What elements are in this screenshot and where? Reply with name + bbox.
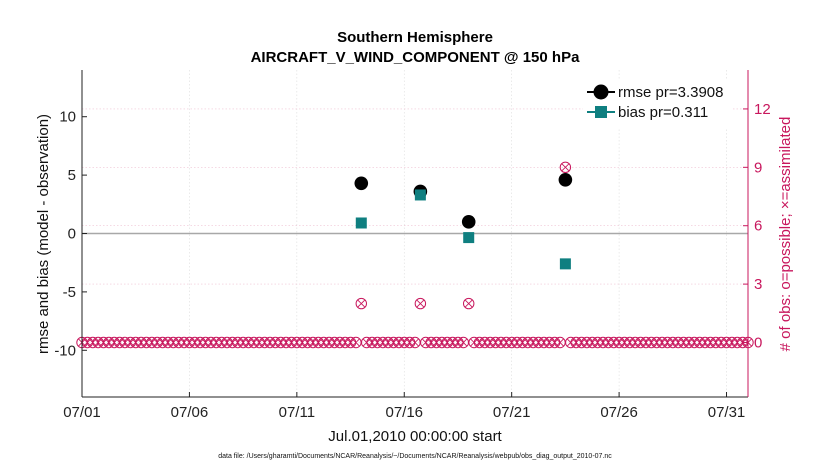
x-tick-label: 07/06 xyxy=(171,404,209,421)
data-series xyxy=(354,172,573,270)
bias-point xyxy=(463,232,475,244)
y-right-tick-label: 0 xyxy=(754,335,762,352)
obs-count-marker xyxy=(414,297,427,310)
obs-assimilated-cross xyxy=(352,338,360,347)
y-left-tick-label: -5 xyxy=(63,284,76,301)
axes xyxy=(81,70,749,398)
obs-possible-circle xyxy=(559,161,572,174)
obs-count-series xyxy=(76,161,754,349)
obs-count-marker xyxy=(463,297,475,310)
obs-count-marker xyxy=(559,161,572,174)
tick-labels: 07/01 07/06 07/11 07/16 07/21 07/26 07/31 -10 -5… xyxy=(54,101,770,421)
chart-subtitle: AIRCRAFT_V_WIND_COMPONENT @ 150 hPa xyxy=(251,49,581,66)
bias-point xyxy=(355,217,367,229)
y-right-tick-label: 3 xyxy=(754,276,762,293)
y-left-tick-label: 10 xyxy=(59,109,76,126)
x-tick-label: 07/31 xyxy=(708,404,746,421)
bias-point xyxy=(559,258,571,270)
chart-title: Southern Hemisphere xyxy=(337,29,493,46)
obs-assimilated-cross xyxy=(416,299,425,308)
legend-rmse-label: rmse pr=3.3908 xyxy=(618,84,723,101)
x-tick-label: 07/26 xyxy=(600,404,638,421)
x-tick-label: 07/01 xyxy=(63,404,101,421)
y-right-tick-label: 9 xyxy=(754,159,762,176)
x-axis-label: Jul.01,2010 00:00:00 start xyxy=(328,428,502,445)
y-left-tick-label: 5 xyxy=(68,167,76,184)
y-right-tick-label: 6 xyxy=(754,218,762,235)
x-tick-label: 07/16 xyxy=(385,404,423,421)
rmse-point xyxy=(354,176,369,191)
obs-assimilated-cross xyxy=(459,338,468,347)
legend-box xyxy=(583,80,733,128)
obs-assimilated-cross xyxy=(556,338,564,347)
footnote: data file: /Users/gharamti/Documents/NCA… xyxy=(218,453,612,460)
legend-bias-marker xyxy=(595,106,607,118)
legend-rmse-marker xyxy=(593,84,609,100)
legend: rmse pr=3.3908 bias pr=0.311 xyxy=(583,80,733,128)
obs-assimilated-cross xyxy=(411,338,419,347)
obs-possible-circle xyxy=(355,297,367,310)
bias-point xyxy=(414,189,426,201)
obs-assimilated-cross xyxy=(357,299,366,308)
obs-possible-circle xyxy=(463,297,475,310)
obs-assimilated-cross xyxy=(561,163,570,172)
obs-count-marker xyxy=(355,297,367,310)
y-left-tick-label: 0 xyxy=(68,226,76,243)
obs-assimilated-cross xyxy=(464,299,473,308)
rmse-point xyxy=(558,172,573,187)
y-axis-right-label: # of obs: o=possible; ×=assimilated xyxy=(777,117,794,352)
y-left-tick-label: -10 xyxy=(54,342,76,359)
x-tick-label: 07/11 xyxy=(279,404,315,421)
obs-possible-circle xyxy=(414,297,427,310)
rmse-point xyxy=(461,215,476,229)
y-axis-left-label: rmse and bias (model - observation) xyxy=(35,114,52,354)
x-tick-label: 07/21 xyxy=(493,404,531,421)
y-right-tick-label: 12 xyxy=(754,101,771,118)
legend-bias-label: bias pr=0.311 xyxy=(618,104,708,121)
